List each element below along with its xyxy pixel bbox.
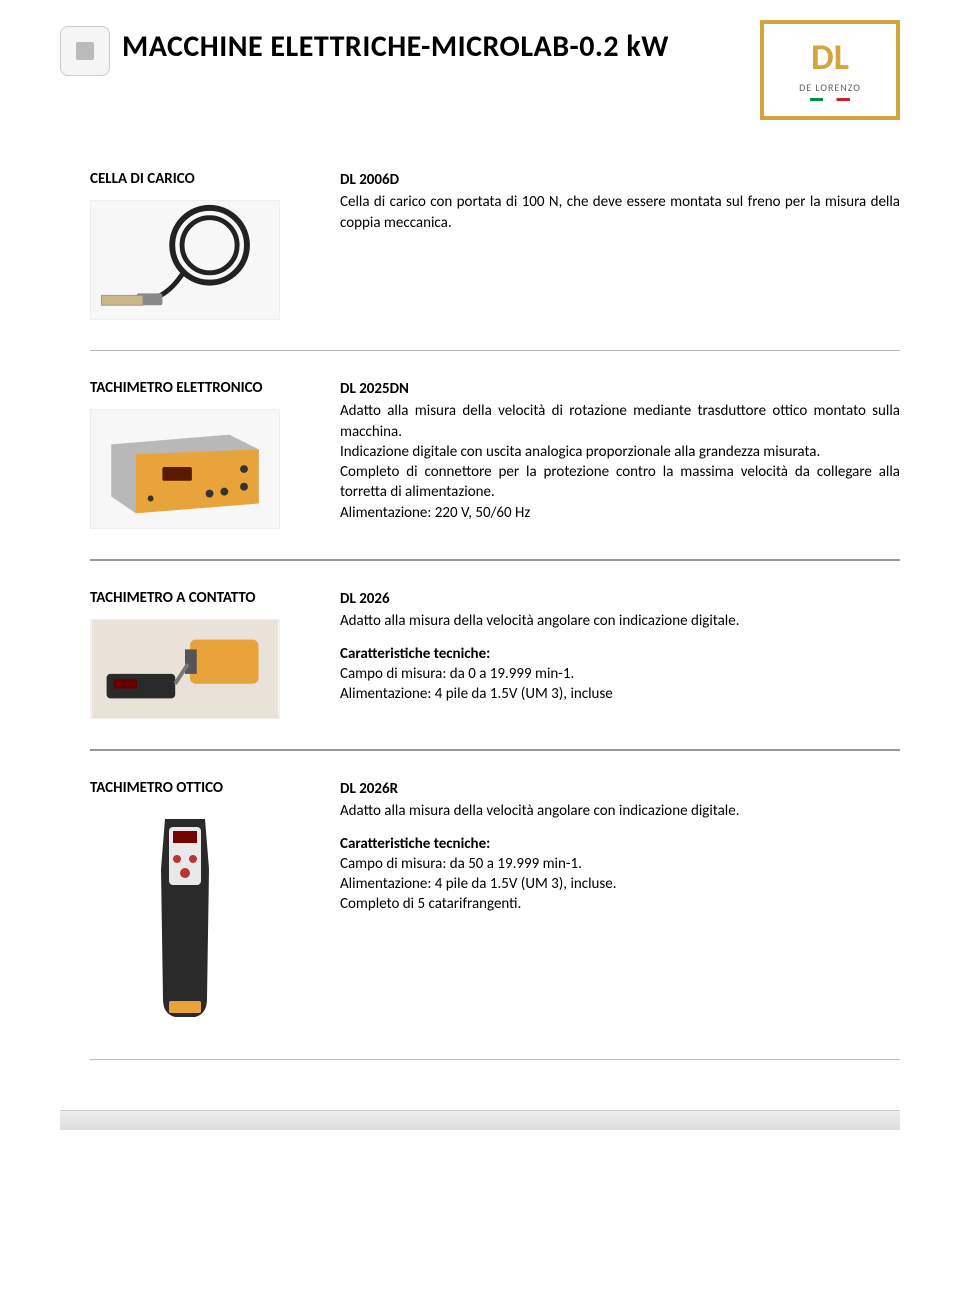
- spec-line: Alimentazione: 4 pile da 1.5V (UM 3), in…: [340, 874, 900, 894]
- model-code: DL 2026R: [340, 779, 900, 799]
- product-image-tach-optical: [135, 809, 235, 1029]
- model-code: DL 2026: [340, 589, 900, 609]
- specs-heading: Caratteristiche tecniche:: [340, 834, 900, 854]
- section-label: TACHIMETRO OTTICO: [90, 779, 310, 797]
- italy-flag-icon: [810, 98, 850, 101]
- model-code: DL 2025DN: [340, 379, 900, 399]
- header-icon-inner: [76, 42, 94, 60]
- brand-logo: DL DE LORENZO: [760, 20, 900, 120]
- product-image-loadcell: [90, 200, 280, 320]
- spec-line: Completo di 5 catarifrangenti.: [340, 894, 900, 914]
- specs-heading: Caratteristiche tecniche:: [340, 644, 900, 664]
- description-line: Completo di connettore per la protezione…: [340, 462, 900, 503]
- spec-line: Campo di misura: da 50 a 19.999 min-1.: [340, 854, 900, 874]
- model-code: DL 2006D: [340, 170, 900, 190]
- page-title: MACCHINE ELETTRICHE-MICROLAB-0.2 kW: [122, 20, 748, 65]
- section-label: TACHIMETRO A CONTATTO: [90, 589, 310, 607]
- description-line: Indicazione digitale con uscita analogic…: [340, 442, 900, 462]
- header-icon: [60, 26, 110, 76]
- brand-logo-main: DL: [811, 39, 849, 75]
- section-label: TACHIMETRO ELETTRONICO: [90, 379, 310, 397]
- product-image-tach-contact: [90, 619, 280, 719]
- spec-line: Campo di misura: da 0 a 19.999 min-1.: [340, 664, 900, 684]
- divider: [90, 749, 900, 751]
- spec-line: Alimentazione: 4 pile da 1.5V (UM 3), in…: [340, 684, 900, 704]
- footer-bar: [60, 1110, 900, 1130]
- page-header: MACCHINE ELETTRICHE-MICROLAB-0.2 kW DL D…: [60, 20, 900, 120]
- divider: [90, 559, 900, 561]
- section-tachimetro-elettronico: TACHIMETRO ELETTRONICO DL 2025DN Adatto …: [60, 379, 900, 529]
- description-line: Adatto alla misura della velocità angola…: [340, 611, 900, 631]
- product-image-tach-electronic: [90, 409, 280, 529]
- description-line: Alimentazione: 220 V, 50/60 Hz: [340, 503, 900, 523]
- brand-logo-sub: DE LORENZO: [799, 81, 861, 94]
- section-label: CELLA DI CARICO: [90, 170, 310, 188]
- section-tachimetro-ottico: TACHIMETRO OTTICO DL 2026R Adatto alla m…: [60, 779, 900, 1029]
- description-line: Cella di carico con portata di 100 N, ch…: [340, 192, 900, 233]
- divider: [90, 1059, 900, 1060]
- divider: [90, 350, 900, 351]
- section-tachimetro-contatto: TACHIMETRO A CONTATTO DL 2026 Adatto all…: [60, 589, 900, 719]
- section-cella-di-carico: CELLA DI CARICO DL 2006D Cella di carico…: [60, 170, 900, 320]
- description-line: Adatto alla misura della velocità angola…: [340, 801, 900, 821]
- description-line: Adatto alla misura della velocità di rot…: [340, 401, 900, 442]
